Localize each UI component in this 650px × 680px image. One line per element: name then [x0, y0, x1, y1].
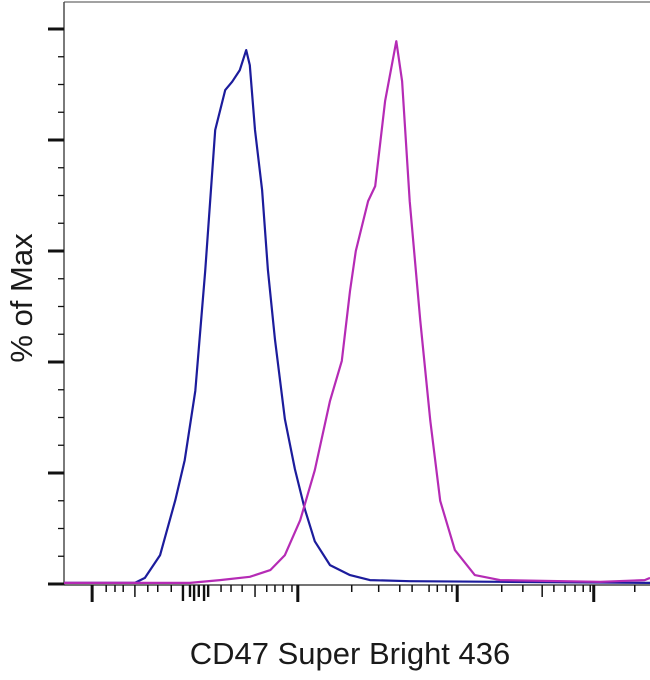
- series-line-2: [64, 40, 650, 584]
- y-axis-label: % of Max: [4, 233, 39, 363]
- series-lines: [64, 40, 650, 584]
- axes: [48, 1, 650, 602]
- x-axis-label: CD47 Super Bright 436: [189, 636, 511, 671]
- series-line-1: [64, 49, 650, 584]
